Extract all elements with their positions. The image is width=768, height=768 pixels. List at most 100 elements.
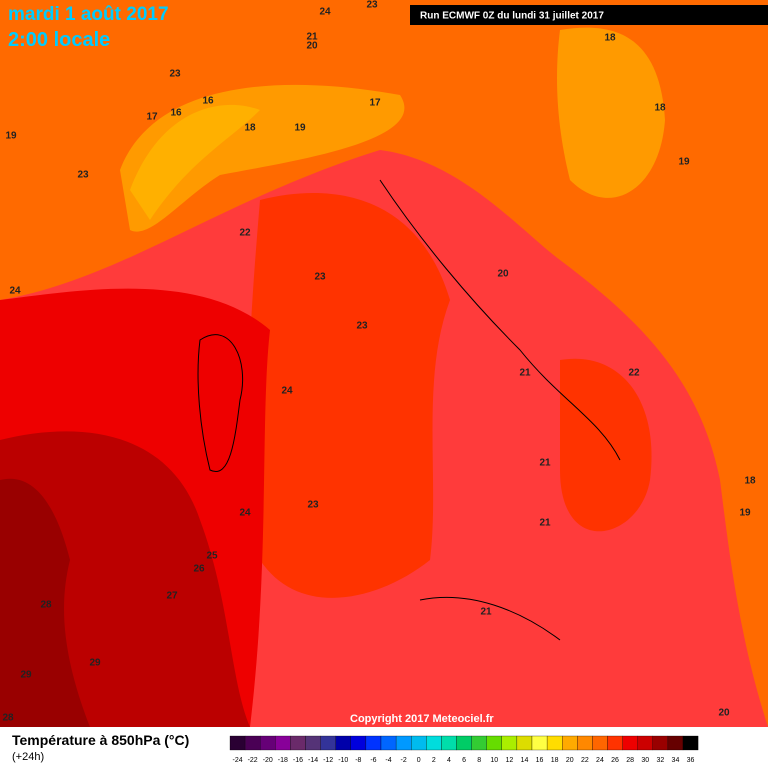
- tick-label: 10: [490, 757, 498, 764]
- color-swatch: [486, 735, 502, 751]
- color-swatch: [365, 735, 382, 751]
- color-swatch: [320, 735, 336, 751]
- run-label: Run ECMWF 0Z du lundi 31 juillet 2017: [420, 11, 604, 22]
- tick-label: -14: [308, 757, 318, 764]
- tick-label: 32: [656, 757, 664, 764]
- zone-red-orange-east: [560, 358, 652, 532]
- color-swatch: [562, 735, 578, 751]
- contour-label: 20: [306, 41, 318, 52]
- time: 2:00 locale: [8, 29, 110, 51]
- contour-label: 29: [20, 670, 32, 681]
- color-swatch: [652, 735, 669, 751]
- tick-label: 26: [611, 757, 619, 764]
- contour-label: 19: [294, 123, 306, 134]
- contour-label: 21: [539, 458, 551, 469]
- contour-label: 17: [369, 98, 381, 109]
- tick-label: -6: [370, 757, 376, 764]
- coastline: [379, 179, 621, 641]
- tick-label: -16: [293, 757, 303, 764]
- tick-label: 12: [505, 757, 513, 764]
- color-swatch: [682, 735, 699, 751]
- zone-yellow: [130, 104, 260, 220]
- contour-label: 24: [281, 386, 293, 397]
- tick-label: 8: [477, 757, 481, 764]
- contour-label: 21: [519, 368, 531, 379]
- contour-label: 19: [678, 157, 690, 168]
- color-swatch: [622, 735, 638, 751]
- tick-label: 14: [521, 757, 529, 764]
- tick-label: 22: [581, 757, 589, 764]
- contour-label: 29: [89, 658, 101, 669]
- contour-label: 23: [314, 272, 326, 283]
- color-swatch: [411, 735, 427, 751]
- contour-label: 18: [744, 476, 756, 487]
- contour-label: 27: [166, 591, 178, 602]
- color-swatch: [335, 735, 351, 751]
- color-swatch: [592, 735, 608, 751]
- contour-label: 17: [146, 112, 158, 123]
- color-swatch: [531, 735, 548, 751]
- tick-label: 24: [596, 757, 604, 764]
- contour-label: 21: [306, 32, 318, 43]
- contour-label: 18: [244, 123, 256, 134]
- tick-label: -24: [232, 757, 242, 764]
- contour-label: 23: [169, 69, 181, 80]
- color-swatch: [546, 735, 563, 751]
- color-swatch: [516, 735, 533, 751]
- tick-label: 36: [687, 757, 695, 764]
- contour-label: 23: [366, 0, 378, 11]
- contour-label: 26: [193, 564, 205, 575]
- tick-label: 28: [626, 757, 634, 764]
- color-swatch: [607, 735, 623, 751]
- tick-label: -2: [401, 757, 407, 764]
- tick-label: 18: [551, 757, 559, 764]
- contour-label: 19: [739, 508, 751, 519]
- tick-label: 20: [566, 757, 574, 764]
- tick-label: -4: [385, 757, 391, 764]
- zone-light-east: [557, 27, 665, 198]
- contour-label: 24: [319, 7, 331, 18]
- tick-label: -8: [355, 757, 361, 764]
- contour-label: 22: [628, 368, 640, 379]
- color-swatch: [426, 735, 442, 751]
- color-swatch: [637, 735, 653, 751]
- color-swatch: [456, 735, 472, 751]
- legend-lead: (+24h): [12, 751, 44, 763]
- color-swatch: [667, 735, 684, 751]
- run-box: [410, 5, 768, 25]
- color-swatch: [350, 735, 367, 751]
- contour-label: 24: [239, 508, 251, 519]
- contour-label: 23: [77, 170, 89, 181]
- legend-title: Température à 850hPa (°C): [12, 732, 189, 748]
- zone-red-orange: [248, 193, 450, 598]
- tick-label: 0: [417, 757, 421, 764]
- contour-label: 28: [2, 713, 14, 724]
- contour-label: 20: [718, 708, 730, 719]
- tick-label: 4: [447, 757, 451, 764]
- contour-label: 28: [40, 600, 52, 611]
- tick-label: 30: [641, 757, 649, 764]
- contour-label: 19: [5, 131, 17, 142]
- tick-label: -22: [248, 757, 258, 764]
- contour-label: 23: [356, 321, 368, 332]
- color-swatch: [305, 735, 321, 751]
- tick-label: 2: [432, 757, 436, 764]
- color-swatch: [290, 735, 306, 751]
- color-swatch: [395, 735, 412, 751]
- contour-label: 23: [307, 500, 319, 511]
- contour-label: 21: [480, 607, 492, 618]
- contour-label: 18: [654, 103, 666, 114]
- color-swatch: [229, 735, 246, 751]
- contour-label: 25: [206, 551, 218, 562]
- tick-label: -20: [263, 757, 273, 764]
- color-swatch: [380, 735, 397, 751]
- contour-label: 16: [170, 108, 182, 119]
- color-swatch: [441, 735, 457, 751]
- zone-darkest: [0, 478, 90, 727]
- color-swatch: [471, 735, 487, 751]
- contour-label: 16: [202, 96, 214, 107]
- date: mardi 1 août 2017: [8, 4, 169, 25]
- tick-label: -18: [278, 757, 288, 764]
